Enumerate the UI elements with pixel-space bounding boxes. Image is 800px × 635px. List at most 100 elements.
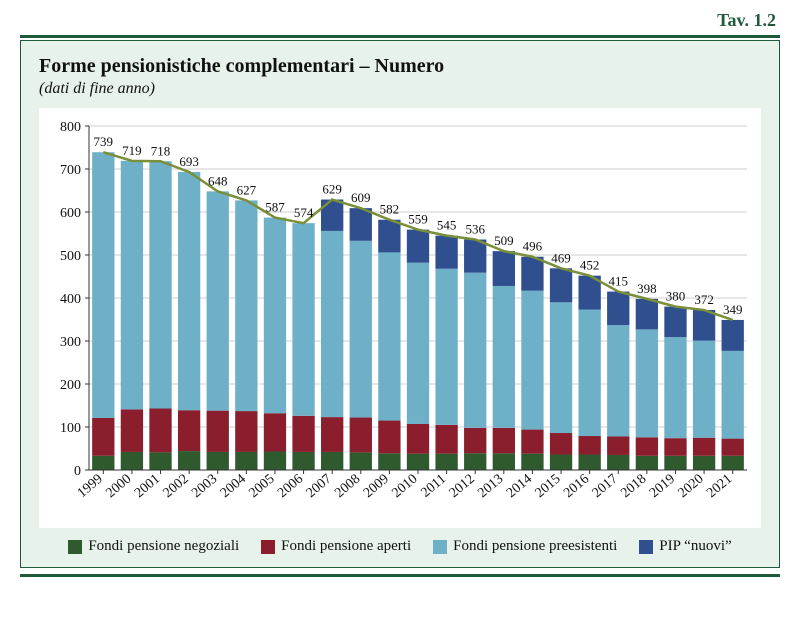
bar-total-label: 349 (723, 302, 743, 317)
bar-negoziali (292, 452, 314, 470)
x-tick-label: 2006 (275, 472, 306, 501)
x-tick-label: 2009 (361, 472, 392, 501)
bar-negoziali (578, 455, 600, 470)
bar-negoziali (464, 453, 486, 470)
bar-aperti (493, 428, 515, 453)
bar-aperti (178, 410, 200, 451)
bar-negoziali (321, 452, 343, 470)
bar-total-label: 587 (265, 200, 285, 215)
bar-preesistenti (435, 269, 457, 425)
svg-text:600: 600 (60, 206, 81, 221)
x-tick-label: 2021 (704, 472, 735, 501)
bar-preesistenti (149, 161, 171, 408)
bar-pip (407, 230, 429, 263)
bar-aperti (235, 411, 257, 452)
legend-swatch (639, 540, 653, 554)
bar-total-label: 469 (551, 250, 571, 265)
bar-negoziali (636, 456, 658, 470)
bar-pip (464, 240, 486, 273)
bar-pip (350, 208, 372, 241)
bar-negoziali (664, 456, 686, 470)
legend-item-aperti: Fondi pensione aperti (261, 538, 411, 555)
chart-panel: Forme pensionistiche complementari – Num… (20, 40, 780, 568)
svg-text:0: 0 (74, 464, 81, 479)
bar-pip (664, 307, 686, 338)
bar-preesistenti (207, 191, 229, 410)
bar-aperti (722, 439, 744, 456)
bar-negoziali (235, 452, 257, 470)
bar-preesistenti (121, 161, 143, 410)
bar-total-label: 398 (637, 281, 657, 296)
bar-aperti (207, 411, 229, 452)
bar-negoziali (92, 456, 114, 470)
bar-pip (550, 268, 572, 302)
bar-total-label: 415 (609, 274, 629, 289)
x-tick-label: 2011 (418, 472, 449, 501)
bar-aperti (121, 409, 143, 452)
bar-pip (722, 320, 744, 351)
svg-text:300: 300 (60, 335, 81, 350)
bar-negoziali (550, 455, 572, 470)
x-tick-label: 2003 (189, 472, 220, 501)
bar-preesistenti (321, 231, 343, 417)
bar-total-label: 509 (494, 233, 513, 248)
bar-aperti (664, 438, 686, 456)
bar-aperti (264, 413, 286, 451)
bottom-rule (20, 574, 780, 577)
x-tick-label: 2008 (332, 472, 363, 501)
x-tick-label: 2020 (676, 472, 707, 501)
bar-aperti (693, 438, 715, 456)
bar-aperti (636, 437, 658, 455)
bar-total-label: 693 (179, 154, 199, 169)
bar-negoziali (264, 452, 286, 470)
bar-preesistenti (722, 351, 744, 439)
svg-text:100: 100 (60, 421, 81, 436)
legend-swatch (433, 540, 447, 554)
legend-swatch (261, 540, 275, 554)
legend-item-pip: PIP “nuovi” (639, 538, 731, 555)
bar-pip (521, 257, 543, 291)
bar-negoziali (149, 452, 171, 470)
x-tick-label: 2005 (246, 472, 277, 501)
bar-total-label: 380 (666, 289, 686, 304)
bar-negoziali (493, 453, 515, 470)
bar-pip (435, 236, 457, 269)
bar-total-label: 739 (94, 134, 114, 149)
x-tick-label: 2007 (304, 472, 335, 501)
bar-total-label: 718 (151, 143, 171, 158)
bar-total-label: 629 (322, 182, 342, 197)
svg-text:500: 500 (60, 249, 81, 264)
bar-aperti (407, 424, 429, 454)
bar-aperti (607, 436, 629, 454)
svg-text:800: 800 (60, 120, 81, 135)
bar-preesistenti (235, 200, 257, 411)
svg-text:200: 200 (60, 378, 81, 393)
bar-negoziali (121, 452, 143, 470)
x-tick-label: 2010 (389, 472, 420, 501)
bar-negoziali (435, 454, 457, 470)
bar-total-label: 582 (380, 202, 400, 217)
bar-pip (607, 292, 629, 326)
bar-negoziali (178, 451, 200, 470)
stacked-bar-chart: 0100200300400500600700800739719718693648… (39, 108, 759, 528)
bar-total-label: 536 (465, 222, 485, 237)
legend-label: Fondi pensione aperti (281, 538, 411, 555)
bar-preesistenti (664, 337, 686, 438)
x-tick-label: 2002 (161, 472, 192, 501)
chart-area: 0100200300400500600700800739719718693648… (39, 108, 761, 528)
bar-total-label: 545 (437, 218, 457, 233)
bar-preesistenti (578, 310, 600, 436)
bar-preesistenti (521, 291, 543, 430)
bar-total-label: 452 (580, 258, 600, 273)
bar-preesistenti (178, 172, 200, 410)
bar-pip (693, 310, 715, 341)
top-rule (20, 35, 780, 38)
bar-pip (636, 299, 658, 330)
svg-text:400: 400 (60, 292, 81, 307)
legend-item-preesistenti: Fondi pensione preesistenti (433, 538, 617, 555)
bar-aperti (464, 428, 486, 453)
table-number: Tav. 1.2 (20, 10, 780, 35)
x-tick-label: 2016 (561, 472, 592, 501)
bar-preesistenti (607, 325, 629, 436)
bar-negoziali (350, 452, 372, 470)
